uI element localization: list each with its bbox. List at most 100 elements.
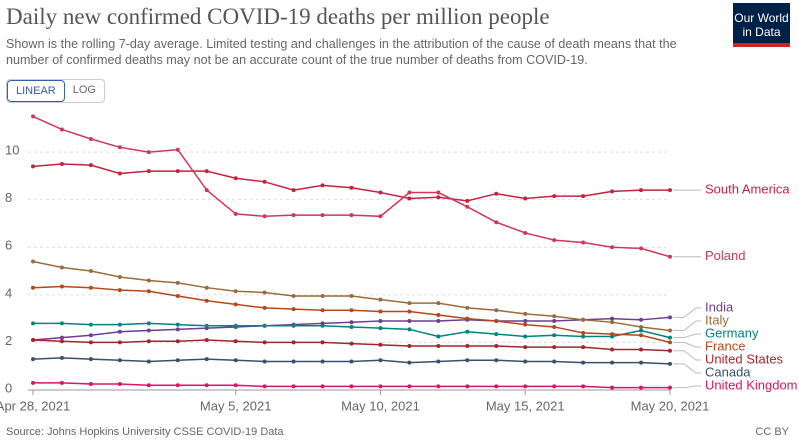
data-point [88,340,93,345]
data-point [117,145,122,150]
data-point [59,355,64,360]
data-point [117,358,122,363]
data-point [349,324,354,329]
data-point [407,343,412,348]
data-point [523,230,528,235]
data-point [465,329,470,334]
data-point [31,164,35,169]
data-point [320,384,325,389]
data-point [610,385,615,390]
data-point [320,359,325,364]
data-point [552,359,557,364]
data-point [639,333,644,338]
data-point [31,285,35,290]
data-point [204,383,209,388]
data-point [320,213,325,218]
data-point [552,238,557,243]
data-point [436,334,441,339]
series-label: India [705,299,734,314]
data-point [494,308,499,313]
data-point [494,343,499,348]
data-point [523,359,528,364]
chart-subtitle: Shown is the rolling 7-day average. Limi… [6,37,677,67]
data-point [494,319,499,323]
y-tick-label: 4 [5,285,12,300]
data-point [349,294,354,299]
data-point [117,322,122,327]
data-point [494,358,499,363]
series-label: Poland [705,248,745,263]
label-connector [673,363,701,374]
data-point [262,214,267,219]
data-point [233,302,238,307]
data-point [668,328,672,333]
data-point [262,359,267,364]
series-label: Canada [705,364,751,379]
data-point [233,358,238,363]
data-point [117,340,122,345]
data-point [320,308,325,313]
data-point [639,324,644,329]
data-point [349,341,354,346]
data-point [581,194,586,199]
data-point [59,380,64,385]
linear-button[interactable]: LINEAR [7,80,65,102]
data-point [204,323,209,328]
data-point [175,327,180,332]
x-tick-label: May 15, 2021 [486,398,565,413]
series-label: South America [705,182,790,197]
data-point [378,214,383,219]
data-point [31,357,35,362]
data-point [320,340,325,345]
data-point [436,359,441,364]
data-point [349,185,354,190]
data-point [88,269,93,274]
data-point [117,288,122,293]
logo[interactable]: Our World in Data [733,3,790,47]
log-button[interactable]: LOG [72,84,96,96]
license[interactable]: CC BY [755,426,789,438]
data-point [146,150,151,155]
data-point [88,163,93,168]
data-point [31,114,35,119]
series-label: Germany [705,325,759,340]
data-point [204,357,209,362]
data-point [552,324,557,329]
series-label: France [705,338,745,353]
data-point [407,190,412,195]
data-point [581,384,586,389]
data-point [262,340,267,345]
data-point [494,384,499,389]
x-tick-label: May 5, 2021 [200,398,272,413]
data-point [552,345,557,350]
data-point [233,289,238,294]
data-point [262,384,267,389]
data-point [146,359,151,364]
data-point [146,278,151,283]
data-point [523,311,528,316]
data-point [146,169,151,174]
data-point [465,316,470,321]
data-point [610,320,615,325]
data-point [436,313,441,318]
data-point [204,298,209,303]
data-point [88,382,93,387]
data-point [146,321,151,326]
data-point [59,161,64,166]
data-point [378,326,383,331]
data-point [668,254,672,259]
data-point [378,384,383,389]
y-tick-label: 8 [5,190,12,205]
scale-toggle: LINEAR LOG [6,79,105,103]
data-point [175,383,180,388]
x-tick-label: May 10, 2021 [341,398,420,413]
data-point [59,321,64,326]
data-point [291,294,296,299]
data-point [668,361,672,366]
data-point [117,382,122,387]
data-point [581,330,586,335]
data-point [175,358,180,363]
data-point [175,169,180,174]
